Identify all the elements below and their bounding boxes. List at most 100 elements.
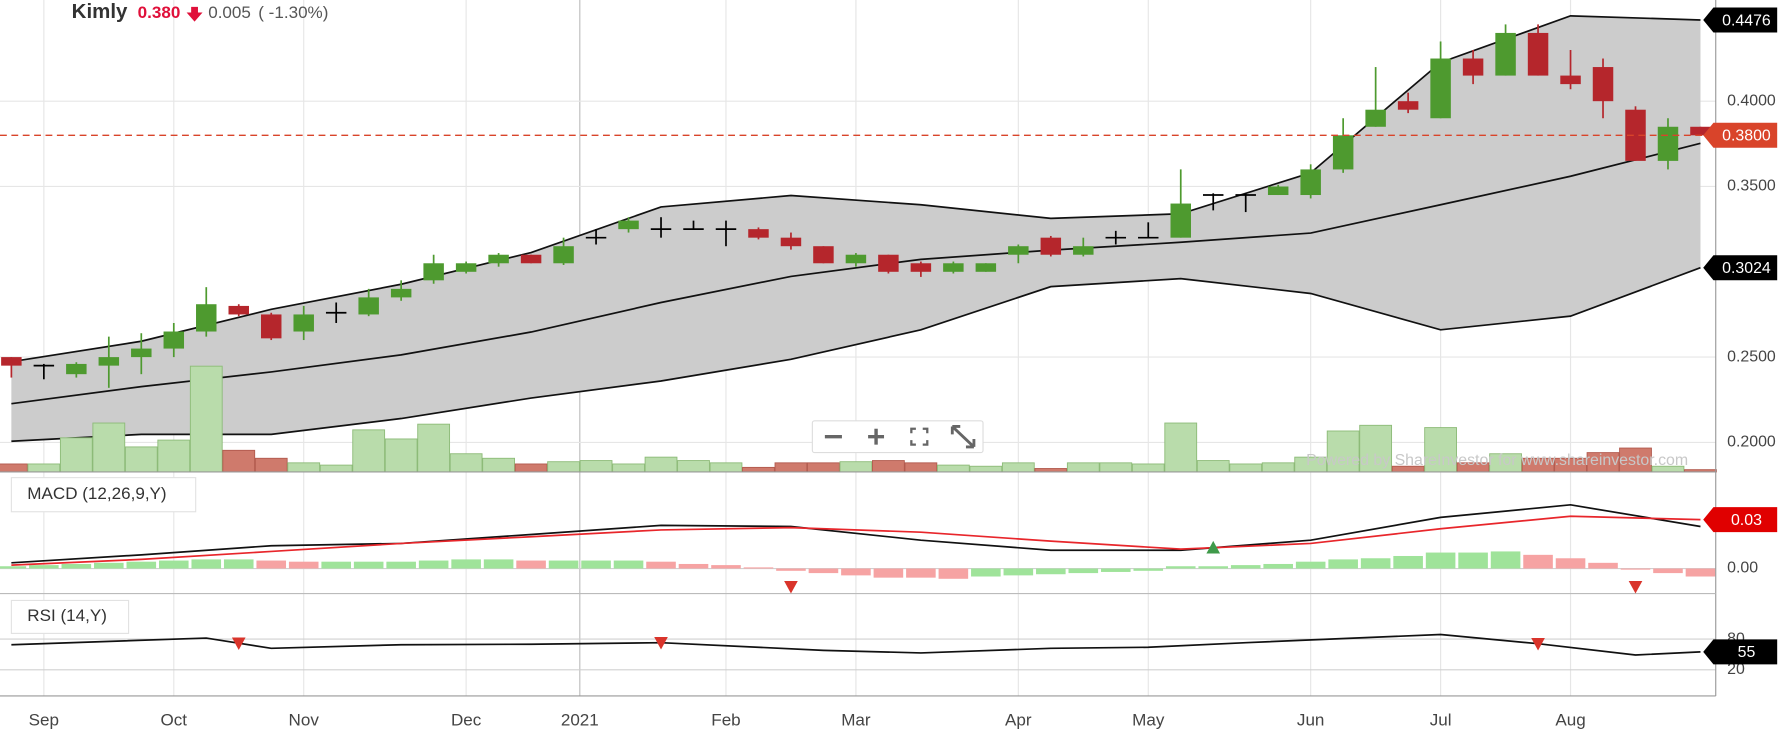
volume-bar (709, 462, 743, 473)
volume-bar (774, 462, 808, 473)
macd-histogram-bar (256, 560, 287, 569)
rsi-legend: RSI (14,Y) (10, 599, 130, 634)
volume-bar (352, 429, 386, 473)
macd-line (11, 515, 1701, 566)
macd-histogram-bar (613, 560, 644, 569)
macd-histogram-bar (873, 568, 904, 578)
volume-bar (1424, 427, 1457, 473)
candle-body (1462, 58, 1484, 76)
macd-histogram-bar (1653, 568, 1683, 574)
volume-bar (417, 423, 451, 473)
candle-body (1, 357, 22, 366)
macd-histogram-bar (418, 560, 449, 569)
y-tick-label: 0.2000 (1727, 434, 1776, 451)
candle-body (1397, 101, 1419, 110)
volume-bar (742, 466, 775, 473)
macd-histogram-bar (353, 561, 384, 569)
rsi-signal (1531, 638, 1545, 651)
macd-histogram-bar (94, 562, 124, 569)
candle-body (1008, 246, 1029, 255)
volume-bar (189, 365, 223, 473)
macd-signal (1628, 581, 1643, 594)
x-tick-label: Jul (1430, 710, 1452, 729)
candle-body (910, 263, 932, 272)
candle-body (748, 229, 769, 238)
macd-histogram-bar (776, 568, 806, 571)
volume-bar (449, 453, 483, 473)
band-fill (11, 15, 1701, 442)
expand-button[interactable] (940, 423, 980, 451)
volume-bar (1099, 462, 1133, 473)
macd-histogram-bar (451, 559, 481, 569)
macd-histogram-bar (516, 560, 546, 569)
rsi-title: RSI (14,Y) (27, 606, 107, 625)
volume-bar (254, 457, 288, 473)
zoom-out-button[interactable] (814, 423, 854, 451)
volume-bar (969, 465, 1003, 473)
candle-body (260, 314, 282, 339)
band-line (11, 15, 1701, 363)
volume-bar (0, 463, 28, 473)
volume-bar (287, 462, 321, 473)
candle-body (1625, 109, 1646, 161)
macd-histogram-bar (938, 568, 969, 579)
volume-bar (1359, 424, 1393, 473)
macd-histogram-bar (1360, 558, 1391, 569)
toolbar (811, 420, 984, 454)
candle-body (1300, 169, 1321, 196)
down-arrow (186, 6, 203, 22)
volume-bar (319, 464, 353, 473)
macd-histogram-bar (971, 568, 1001, 577)
x-tick-label: Dec (451, 710, 482, 729)
macd-histogram-bar (1133, 568, 1164, 571)
legend-box (10, 599, 130, 634)
macd-histogram-bar (646, 561, 676, 569)
macd-histogram-bar (29, 565, 59, 569)
y-tick-label: 20 (1727, 661, 1745, 678)
value-tag-label: 0.3800 (1722, 128, 1771, 145)
macd-histogram-bar (1588, 562, 1618, 569)
volume-bar (1229, 463, 1263, 473)
zoom-in-button[interactable] (856, 423, 896, 451)
candle-body (520, 254, 542, 264)
candle-body (488, 254, 509, 264)
macd-histogram-bar (711, 565, 741, 569)
candle-body (1040, 237, 1062, 255)
macd-histogram-bar (1003, 568, 1034, 576)
grid (0, 0, 1716, 696)
candle-body (390, 288, 412, 298)
candle-body (1560, 75, 1581, 85)
value-tag (1703, 7, 1778, 33)
legend-box (10, 477, 197, 513)
macd-title: MACD (12,26,9,Y) (27, 484, 166, 503)
candle-body (98, 357, 120, 366)
candle-body (1073, 246, 1094, 255)
x-tick-label: Feb (711, 710, 740, 729)
header: Kimly 0.380 0.005 ( -1.30%) (72, 0, 329, 23)
macd-histogram-bar (1393, 555, 1423, 569)
candle-body (878, 254, 899, 272)
macd-histogram-bar (678, 563, 709, 569)
macd-legend: MACD (12,26,9,Y) (10, 477, 197, 513)
volume-bar (1001, 462, 1035, 473)
macd-line (11, 503, 1701, 564)
value-tag-label: 0.3024 (1722, 260, 1771, 277)
y-tick-label: 0.4000 (1727, 92, 1776, 109)
macd-histogram-bar (841, 568, 871, 576)
value-tag (1703, 255, 1778, 281)
macd-histogram-bar (1328, 559, 1358, 569)
fit-button[interactable] (898, 423, 938, 451)
candle-body (1495, 32, 1516, 76)
candle-body (131, 348, 152, 358)
candle-body (1657, 126, 1679, 161)
y-tick-label: 0.3500 (1727, 178, 1776, 195)
volume-bar (1196, 460, 1230, 473)
macd-histogram-bar (321, 561, 351, 569)
volume-bar (222, 449, 256, 473)
volume-bar (384, 438, 418, 473)
macd-histogram-bar (581, 560, 611, 569)
macd-histogram-bar (1165, 566, 1196, 569)
x-tick-label: May (1132, 710, 1165, 729)
macd-histogram-bar (1490, 551, 1521, 569)
macd-histogram-bar (158, 560, 189, 569)
